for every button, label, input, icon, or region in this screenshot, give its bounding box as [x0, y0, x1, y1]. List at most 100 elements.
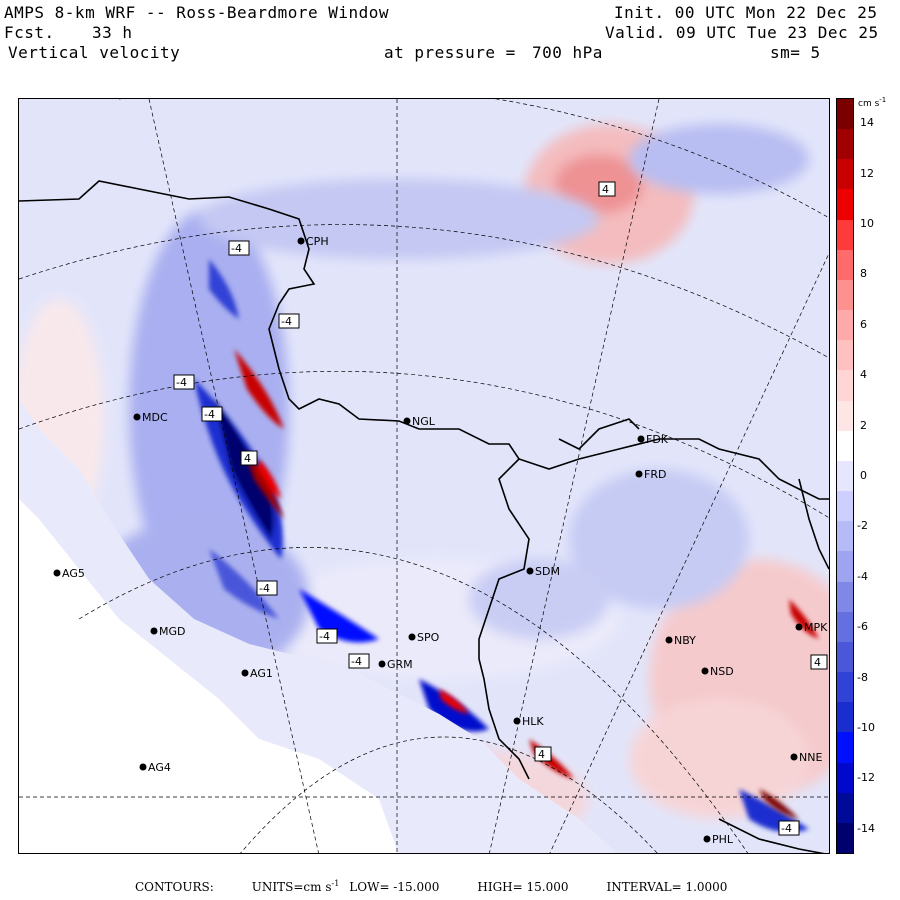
- station-dot-nne: [790, 753, 798, 761]
- colorbar-segment: [837, 310, 853, 341]
- contour-label: -4: [176, 376, 187, 389]
- contour-label: 4: [538, 748, 545, 761]
- colorbar-tick: 4: [860, 368, 867, 382]
- station-dot-mdc: [133, 413, 141, 421]
- contour-label: 4: [602, 183, 609, 196]
- station-dot-ngl: [403, 417, 411, 425]
- colorbar-tick: -12: [857, 771, 875, 785]
- colorbar-segment: [837, 400, 853, 432]
- colorbar-segment: [837, 641, 853, 673]
- colorbar-segment: [837, 491, 853, 522]
- forecast-hours: 33 h: [92, 23, 133, 42]
- station-dot-mpk: [795, 623, 803, 631]
- colorbar-segment: [837, 732, 853, 764]
- forecast-label: Fcst.: [4, 23, 55, 42]
- colorbar-tick: 10: [860, 217, 874, 230]
- contour-label: -4: [781, 822, 792, 835]
- colorbar-unit: cm s-1: [858, 96, 887, 109]
- graticule: [19, 99, 829, 853]
- colorbar-segment: [837, 792, 853, 824]
- colorbar-tick: 14: [860, 116, 874, 130]
- high-value: HIGH= 15.000: [477, 880, 569, 894]
- station-label-mgd: MGD: [159, 625, 186, 638]
- pressure-label: at pressure =: [384, 43, 516, 62]
- station-label-hlk: HLK: [522, 715, 544, 728]
- colorbar-tick: -14: [857, 821, 875, 835]
- station-dot-mgd: [150, 627, 158, 635]
- colorbar-segment: [837, 702, 853, 733]
- station-dot-nsd: [701, 667, 709, 675]
- station-label-grm: GRM: [387, 658, 413, 671]
- station-dot-spo: [408, 633, 416, 641]
- contour-label: -4: [281, 315, 292, 328]
- colorbar-segment: [837, 370, 853, 402]
- station-dot-cph: [297, 237, 305, 245]
- colorbar-tick: -10: [857, 721, 875, 734]
- vertical-velocity-map: -4 -4 -4 -4 -4 -4 -4 -4 4 4 4 4 CPH MDC NG…: [19, 99, 829, 853]
- colorbar-segment: [837, 822, 853, 854]
- colorbar-segment: [837, 189, 853, 221]
- interval-value: INTERVAL= 1.0000: [606, 880, 728, 894]
- station-label-mdc: MDC: [142, 411, 168, 424]
- colorbar-tick: 12: [860, 166, 874, 180]
- colorbar-segment: [837, 460, 853, 492]
- station-label-sdm: SDM: [535, 565, 560, 578]
- colorbar-segment: [837, 581, 853, 613]
- colorbar-segment: [837, 219, 853, 251]
- contour-label: -4: [319, 630, 330, 643]
- contour-labels: -4 -4 -4 -4 -4 -4 -4 -4 4 4 4 4: [173, 181, 828, 836]
- map-title: AMPS 8-km WRF -- Ross-Beardmore Window: [4, 3, 390, 22]
- colorbar-segment: [837, 521, 853, 552]
- smoothing-value: sm= 5: [770, 43, 821, 62]
- station-markers: CPH MDC NGL FDK FRD SDM AG5 MGD AG1 AG4 NBY NSD MPK P…: [53, 235, 828, 846]
- contour-label: 4: [244, 452, 251, 465]
- colorbar: [836, 98, 854, 854]
- colorbar-tick: -8: [857, 670, 868, 684]
- station-dot-frd: [635, 470, 643, 478]
- colorbar-segment: [837, 129, 853, 160]
- contour-label: 4: [814, 656, 821, 669]
- colorbar-tick: -6: [857, 620, 868, 634]
- station-label-nne: NNE: [799, 751, 822, 764]
- station-label-nby: NBY: [674, 634, 696, 647]
- colorbar-tick: 0: [860, 469, 867, 482]
- footer-contours: CONTOURS: UNITS=cm s-1 LOW= -15.000 HIGH= 1…: [135, 879, 765, 894]
- units-text: UNITS=cm s-1: [251, 879, 340, 894]
- station-label-mpk: MPK: [804, 621, 828, 634]
- station-dot-grm: [378, 660, 386, 668]
- station-label-phl: PHL: [712, 833, 734, 846]
- strong-downdraft: [194, 259, 809, 833]
- station-dot-ag1: [241, 669, 249, 677]
- station-label-ag4: AG4: [148, 761, 171, 774]
- station-label-cph: CPH: [306, 235, 329, 248]
- contour-label: -4: [259, 582, 270, 595]
- pressure-value: 700 hPa: [532, 43, 603, 62]
- map-panel: -4 -4 -4 -4 -4 -4 -4 -4 4 4 4 4 CPH MDC NG…: [18, 98, 830, 854]
- colorbar-segment: [837, 99, 853, 130]
- colorbar-segment: [837, 430, 853, 462]
- contour-label: -4: [204, 408, 215, 421]
- colorbar-tick: 8: [860, 267, 867, 281]
- contour-label: -4: [351, 655, 362, 668]
- colorbar-tick: -2: [857, 519, 868, 533]
- station-label-nsd: NSD: [710, 665, 734, 678]
- station-dot-hlk: [513, 717, 521, 725]
- colorbar-segment: [837, 611, 853, 643]
- station-dot-sdm: [526, 567, 534, 575]
- contours-label: CONTOURS:: [135, 880, 214, 894]
- station-label-ag5: AG5: [62, 567, 85, 580]
- colorbar-segment: [837, 340, 853, 371]
- station-label-frd: FRD: [644, 468, 666, 481]
- colorbar-tick: -4: [857, 569, 868, 583]
- station-label-spo: SPO: [417, 631, 440, 644]
- station-label-fdk: FDK: [646, 433, 669, 446]
- init-time: Init. 00 UTC Mon 22 Dec 25: [614, 3, 878, 22]
- colorbar-segment: [837, 279, 853, 311]
- station-dot-phl: [703, 835, 711, 843]
- valid-time: Valid. 09 UTC Tue 23 Dec 25: [605, 23, 879, 42]
- low-value: LOW= -15.000: [349, 880, 440, 894]
- coastline: [19, 180, 829, 853]
- station-dot-nby: [665, 636, 673, 644]
- colorbar-tick: 2: [860, 418, 867, 432]
- station-label-ngl: NGL: [412, 415, 436, 428]
